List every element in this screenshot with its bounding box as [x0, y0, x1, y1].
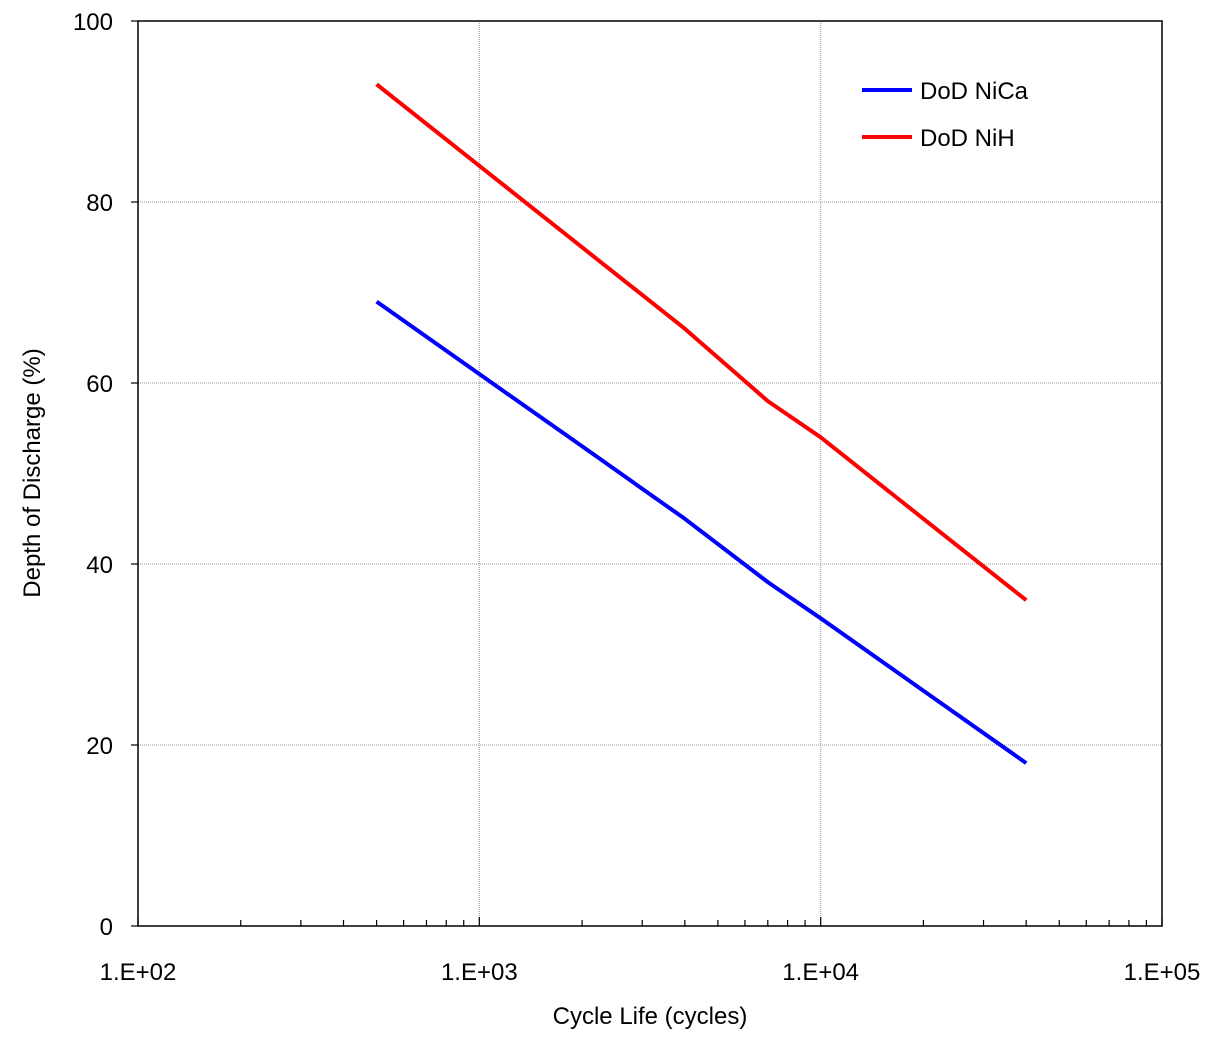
y-axis-title: Depth of Discharge (%)	[19, 348, 46, 597]
legend: DoD NiCa DoD NiH	[862, 78, 1029, 152]
series-line-dod-nica	[375, 299, 1028, 765]
y-axis-tick-labels: 0 20 40 60 80 100	[73, 9, 113, 941]
x-tick-label: 1.E+03	[441, 959, 518, 986]
y-tick-label: 80	[86, 190, 113, 217]
y-tick-label: 0	[100, 914, 113, 941]
axis-ticks	[131, 20, 1163, 927]
x-tick-label: 1.E+05	[1124, 959, 1201, 986]
x-tick-label: 1.E+02	[100, 959, 177, 986]
series-lines	[375, 82, 1028, 765]
legend-label-dod-nica: DoD NiCa	[920, 78, 1029, 105]
plot-area	[137, 20, 1163, 927]
x-axis-title: Cycle Life (cycles)	[553, 1003, 748, 1030]
series-line-dod-nih	[375, 82, 1028, 602]
y-tick-label: 20	[86, 733, 113, 760]
legend-label-dod-nih: DoD NiH	[920, 125, 1015, 152]
y-tick-label: 40	[86, 552, 113, 579]
y-tick-label: 100	[73, 9, 113, 36]
x-tick-label: 1.E+04	[782, 959, 859, 986]
y-tick-label: 60	[86, 371, 113, 398]
x-axis-tick-labels: 1.E+02 1.E+03 1.E+04 1.E+05	[100, 959, 1201, 986]
gridlines	[138, 21, 1162, 926]
